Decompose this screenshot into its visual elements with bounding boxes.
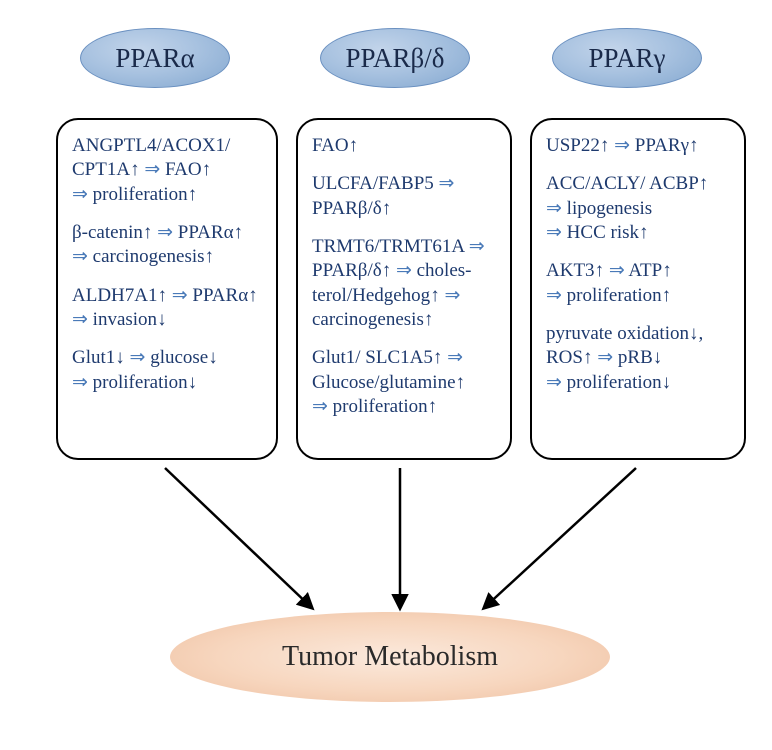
pathway-box-ppar-alpha: ANGPTL4/ACOX1/CPT1A↑ ⇒ FAO↑⇒ proliferati… (56, 118, 278, 460)
pathway-box-ppar-beta-delta: FAO↑ ULCFA/FABP5 ⇒PPARβ/δ↑ TRMT6/TRMT61A ⇒… (296, 118, 512, 460)
header-label: PPARα (115, 43, 194, 74)
arrow-alpha (165, 468, 312, 608)
arrow-gamma (484, 468, 636, 608)
pathway-item: ALDH7A1↑ ⇒ PPARα↑⇒ invasion↓ (72, 284, 266, 333)
pathway-item: FAO↑ (312, 134, 500, 158)
pathway-item: pyruvate oxidation↓,ROS↑ ⇒ pRB↓⇒ prolife… (546, 322, 734, 395)
header-ellipse-ppar-alpha: PPARα (80, 28, 230, 88)
bottom-ellipse-tumor-metabolism: Tumor Metabolism (170, 612, 610, 702)
pathway-box-ppar-gamma: USP22↑ ⇒ PPARγ↑ ACC/ACLY/ ACBP↑⇒ lipogene… (530, 118, 746, 460)
pathway-item: USP22↑ ⇒ PPARγ↑ (546, 134, 734, 158)
diagram-canvas: PPARα PPARβ/δ PPARγ ANGPTL4/ACOX1/CPT1A↑… (0, 0, 772, 750)
pathway-item: AKT3↑ ⇒ ATP↑⇒ proliferation↑ (546, 259, 734, 308)
pathway-item: Glut1↓ ⇒ glucose↓⇒ proliferation↓ (72, 346, 266, 395)
bottom-label: Tumor Metabolism (282, 641, 498, 673)
pathway-item: ANGPTL4/ACOX1/CPT1A↑ ⇒ FAO↑⇒ proliferati… (72, 134, 266, 207)
header-label: PPARβ/δ (345, 43, 444, 74)
pathway-item: Glut1/ SLC1A5↑ ⇒Glucose/glutamine↑⇒ prol… (312, 346, 500, 419)
pathway-item: ACC/ACLY/ ACBP↑⇒ lipogenesis⇒ HCC risk↑ (546, 172, 734, 245)
pathway-item: TRMT6/TRMT61A ⇒PPARβ/δ↑ ⇒ choles-terol/H… (312, 235, 500, 332)
header-ellipse-ppar-beta-delta: PPARβ/δ (320, 28, 470, 88)
pathway-item: β-catenin↑ ⇒ PPARα↑⇒ carcinogenesis↑ (72, 221, 266, 270)
header-label: PPARγ (589, 43, 666, 74)
pathway-item: ULCFA/FABP5 ⇒PPARβ/δ↑ (312, 172, 500, 221)
header-ellipse-ppar-gamma: PPARγ (552, 28, 702, 88)
